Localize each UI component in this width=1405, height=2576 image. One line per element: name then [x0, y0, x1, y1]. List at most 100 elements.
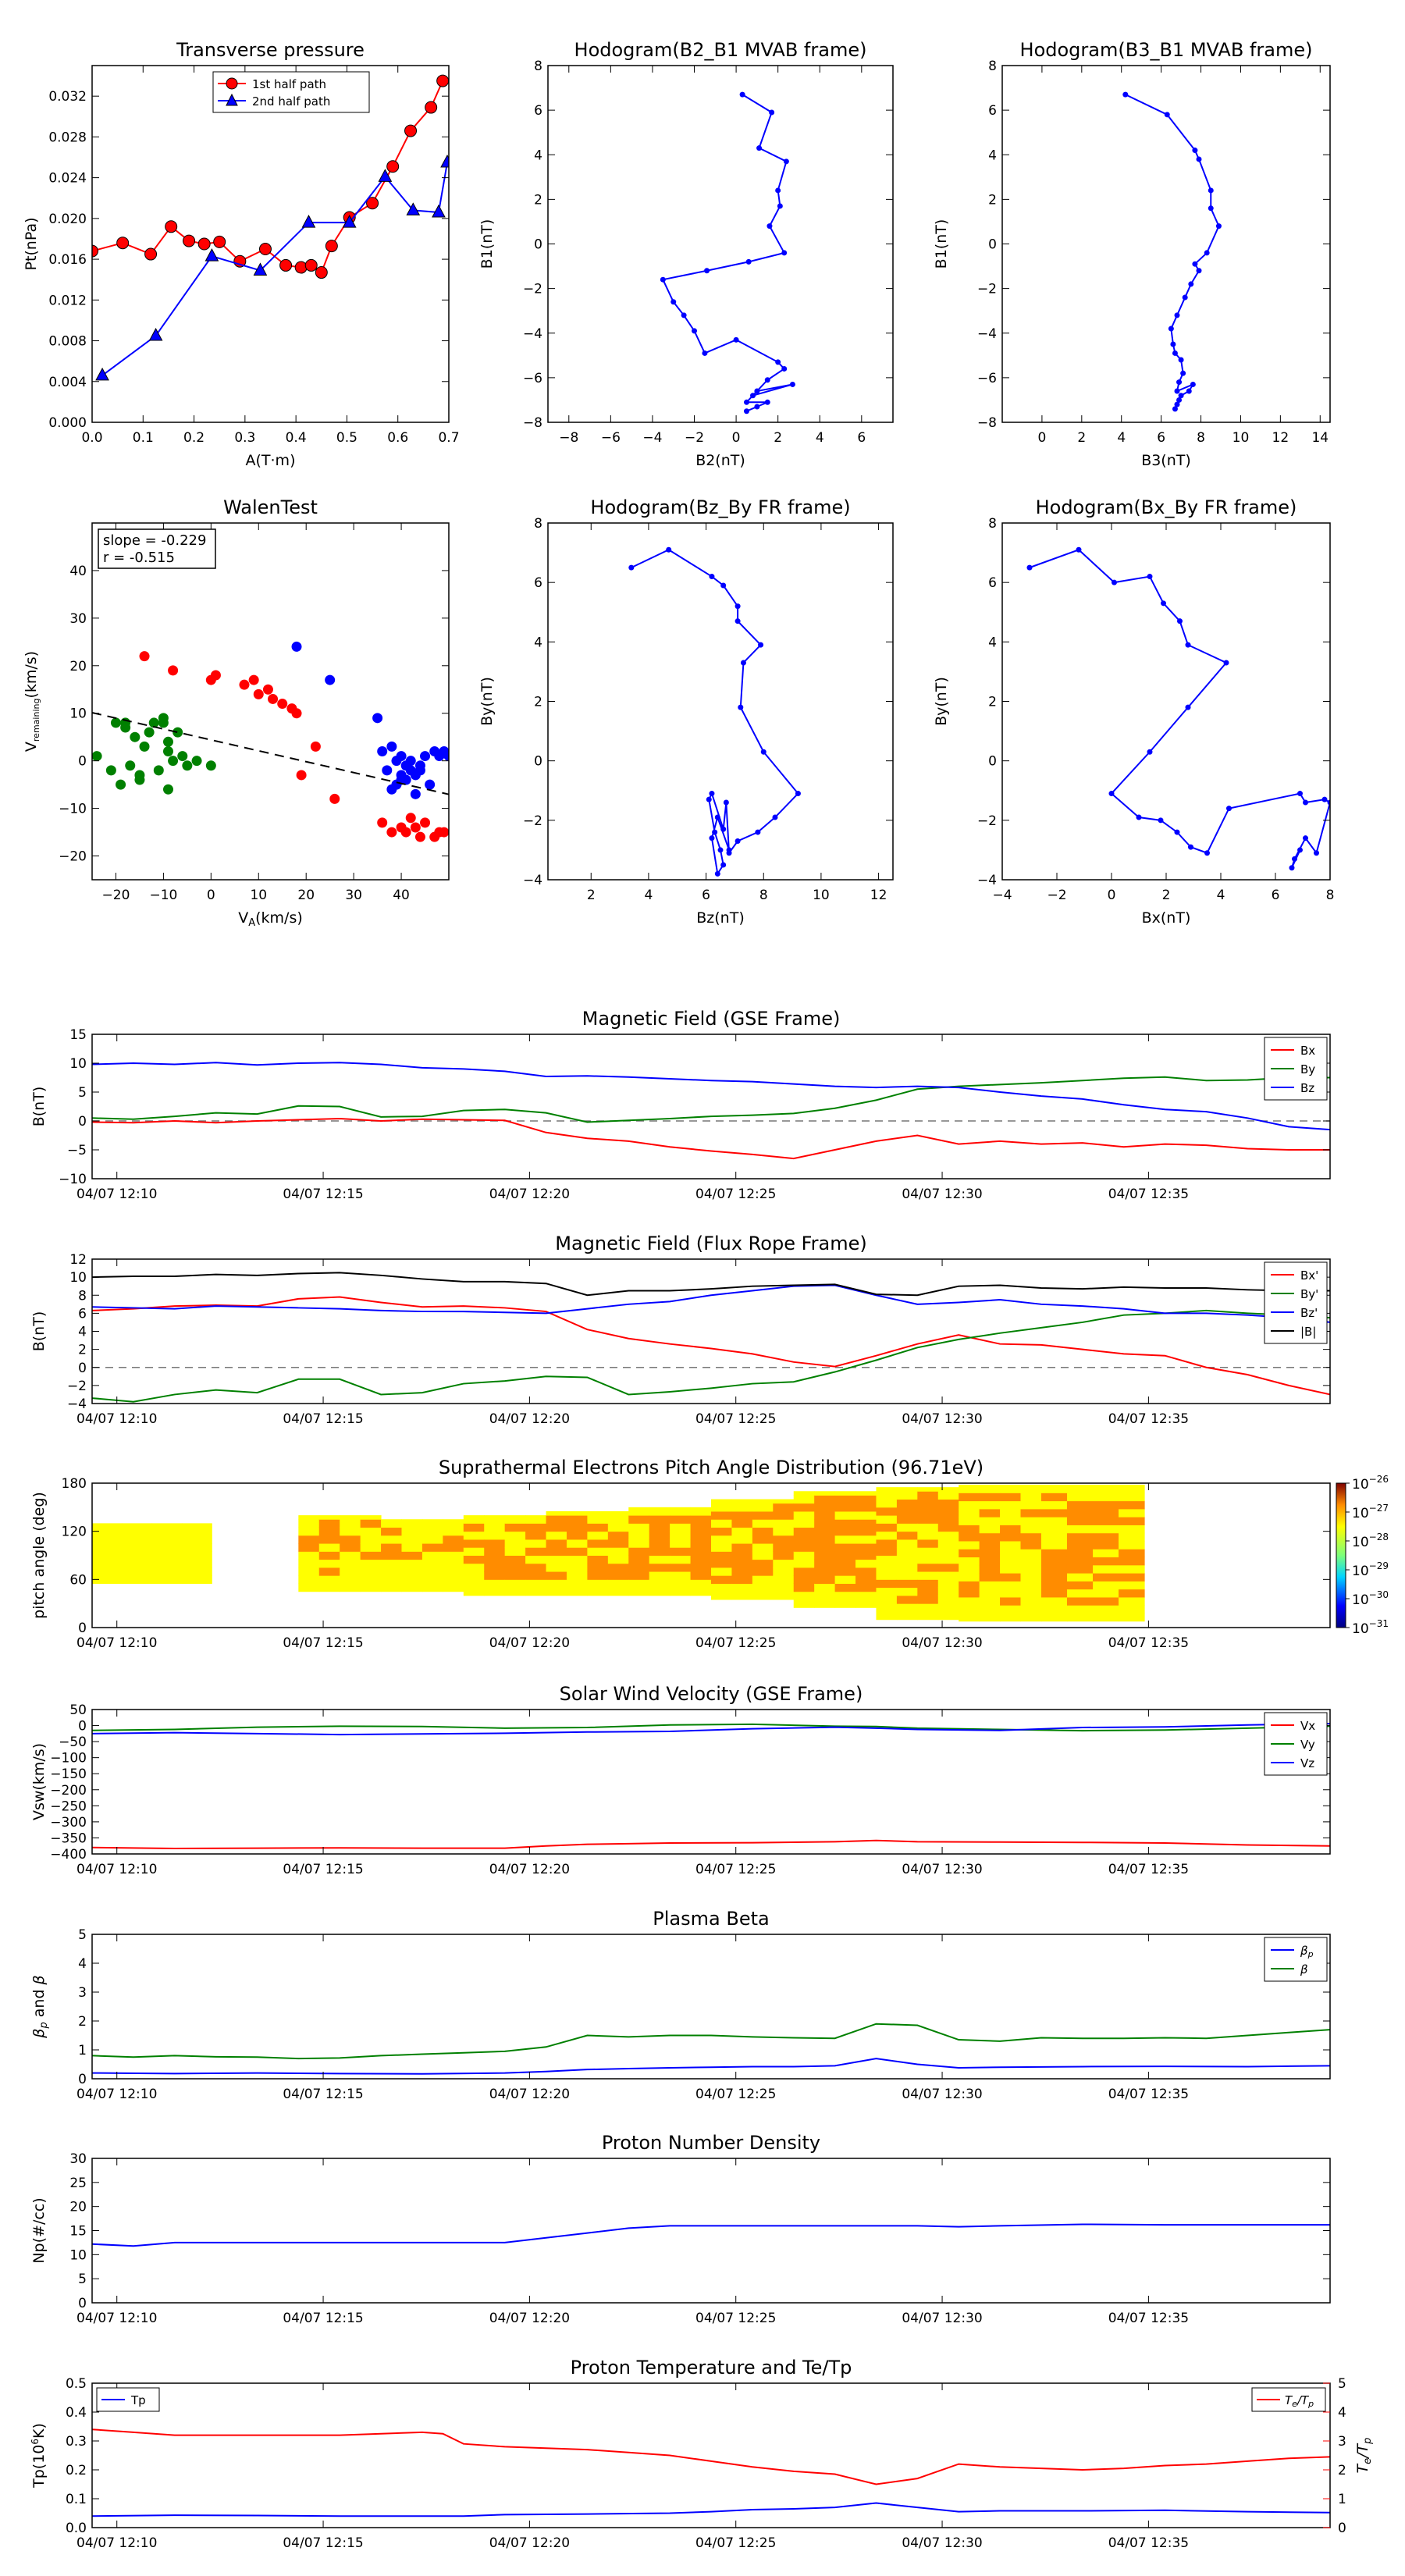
heatmap-cell [670, 1563, 692, 1572]
y-tick-label: −20 [59, 849, 87, 865]
series-line-0 [631, 549, 799, 877]
heatmap-cell [959, 1557, 980, 1566]
series-line-Bz [92, 1062, 1330, 1131]
data-point [239, 679, 250, 690]
heatmap-cell [670, 1507, 692, 1516]
heatmap-cell [731, 1551, 753, 1560]
heatmap-cell [731, 1543, 753, 1552]
heatmap-cell [381, 1583, 402, 1592]
time-tick-label: 04/07 12:25 [695, 2311, 776, 2326]
heatmap-cell [752, 1543, 774, 1552]
data-point [740, 660, 746, 666]
heatmap-cell [711, 1499, 732, 1504]
chart-7: Magnetic Field (Flux Rope Frame) −4 −2 0 2 4 6… [30, 1233, 1331, 1427]
data-point [755, 829, 761, 835]
y-tick-label: 6 [988, 103, 997, 119]
data-point [310, 741, 321, 752]
heatmap-cell [855, 1559, 877, 1568]
heatmap-cell [731, 1575, 753, 1584]
x-tick-label: 2 [587, 888, 596, 903]
colorbar-tick-label: 10−30 [1352, 1589, 1389, 1608]
heatmap-cell [937, 1499, 959, 1508]
heatmap-cell [401, 1567, 423, 1576]
data-point [396, 751, 407, 762]
data-point [404, 124, 418, 137]
data-point [750, 393, 756, 399]
x-tick-label: 6 [1272, 888, 1280, 903]
y-tick-label: 0.000 [48, 415, 87, 431]
y-tick-label: 4 [78, 1956, 87, 1972]
heatmap-cell [814, 1495, 836, 1504]
heatmap-cell [318, 1527, 340, 1536]
heatmap-cell [752, 1503, 774, 1512]
y-tick-label: 0 [78, 1114, 87, 1130]
heatmap-cell [1020, 1596, 1042, 1606]
heatmap-cell [587, 1539, 609, 1548]
heatmap-cell [422, 1527, 443, 1536]
data-point [1076, 546, 1082, 553]
heatmap-cell [855, 1535, 877, 1544]
data-point [315, 266, 328, 279]
heatmap-cell [1066, 1613, 1094, 1622]
data-point [410, 788, 421, 799]
heatmap-cell [690, 1579, 712, 1589]
heatmap-cell [151, 1551, 183, 1560]
plot-frame [1001, 65, 1331, 423]
heatmap-cell [92, 1535, 123, 1544]
heatmap-cell [670, 1571, 692, 1580]
heatmap-cell [381, 1535, 402, 1544]
y-tick-label: 0.020 [48, 212, 87, 227]
heatmap-cell [381, 1527, 402, 1536]
data-point [1297, 791, 1303, 797]
chart-9: Solar Wind Velocity (GSE Frame)−400−350−… [30, 1683, 1331, 1877]
y-tick-label: 0.3 [66, 2434, 87, 2450]
data-point [1226, 806, 1232, 812]
data-point [745, 258, 752, 265]
data-point [277, 699, 288, 710]
heatmap-cell [917, 1523, 939, 1532]
heatmap-cell [1093, 1532, 1119, 1542]
data-point [92, 751, 102, 762]
heatmap-cell [340, 1567, 361, 1576]
data-point [781, 250, 788, 256]
heatmap-cell [318, 1543, 340, 1552]
data-point [173, 727, 183, 738]
data-point [1164, 112, 1170, 118]
plot-frame [91, 2382, 1331, 2528]
heatmap-cell [937, 1579, 959, 1589]
heatmap-cell [1066, 1508, 1094, 1517]
heatmap-cell [896, 1603, 918, 1612]
heatmap-cell [566, 1523, 588, 1532]
heatmap-cell [504, 1587, 526, 1596]
data-point [1172, 406, 1178, 412]
heatmap-cell [834, 1503, 856, 1512]
data-point [153, 765, 164, 776]
heatmap-cell [340, 1515, 361, 1520]
time-tick-label: 04/07 12:10 [76, 2535, 157, 2551]
x-axis-label: B3(nT) [1141, 452, 1191, 469]
legend-label: Bx [1300, 1044, 1315, 1058]
annotation-box [98, 528, 216, 569]
heatmap-cell [1000, 1605, 1021, 1614]
data-point [95, 367, 109, 381]
time-tick-label: 04/07 12:30 [902, 1862, 982, 1877]
x-tick-label: 12 [870, 888, 887, 903]
data-point [1321, 796, 1328, 802]
heatmap-cell [917, 1507, 939, 1516]
x-tick-label: 8 [1197, 430, 1205, 446]
data-point [692, 328, 698, 334]
data-point [432, 204, 446, 218]
data-point [168, 756, 179, 767]
heatmap-cell [649, 1547, 670, 1556]
heatmap-cell [298, 1551, 320, 1560]
heatmap-cell [607, 1587, 629, 1596]
heatmap-cell [959, 1573, 980, 1582]
time-tick-label: 04/07 12:15 [283, 1862, 363, 1877]
heatmap-cell [917, 1499, 939, 1508]
heatmap-cell [546, 1515, 567, 1524]
data-point [414, 831, 425, 842]
heatmap-cell [401, 1575, 423, 1584]
heatmap-cell [1066, 1564, 1094, 1574]
data-point [377, 817, 388, 828]
